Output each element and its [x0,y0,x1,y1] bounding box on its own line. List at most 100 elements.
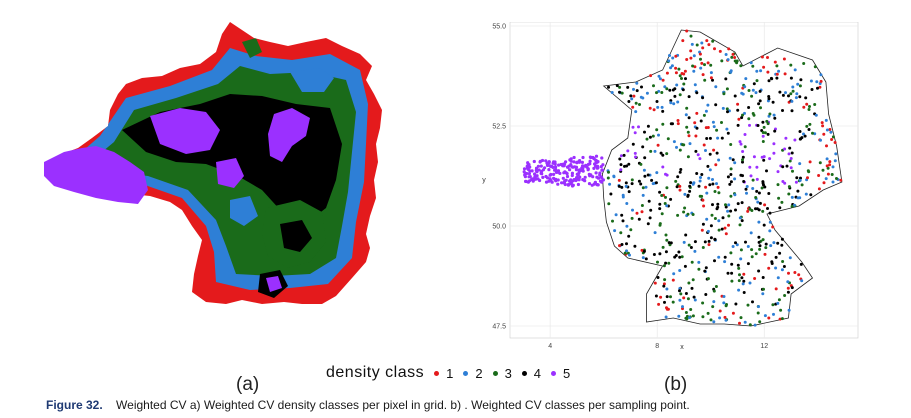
sampling-point [724,53,728,56]
sampling-point [681,88,685,92]
sampling-point [684,292,688,295]
sampling-point [787,152,791,156]
sampling-point [578,169,583,173]
sampling-point [764,246,768,250]
sampling-point [780,268,784,272]
sampling-point [741,282,745,286]
sampling-point [702,113,706,117]
sampling-point [796,196,800,200]
sampling-point [679,168,683,171]
sampling-point [725,87,729,91]
sampling-point [826,172,830,176]
sampling-point [679,292,683,296]
sampling-point [607,170,610,174]
sampling-point [802,62,806,65]
sampling-point [819,138,822,142]
sampling-point [648,106,652,110]
sampling-point [772,151,776,155]
sampling-point [564,160,568,164]
sampling-point [707,239,711,243]
sampling-point [731,311,735,315]
sampling-point [744,240,747,244]
sampling-point [705,39,709,43]
sampling-point [755,69,759,73]
sampling-point [672,102,676,106]
sampling-point [640,210,644,214]
sampling-point [676,119,680,122]
sampling-point [713,238,717,241]
sampling-point [663,202,667,205]
sampling-point [734,302,738,306]
sampling-point [714,163,718,167]
sampling-point [751,178,755,182]
sampling-point [698,194,702,198]
sampling-point [658,252,662,256]
sampling-point [765,169,768,173]
sampling-point [788,159,792,163]
sampling-point [658,190,662,194]
sampling-point [791,89,795,93]
sampling-point [825,144,828,148]
sampling-point [641,186,645,190]
sampling-point [824,118,828,122]
sampling-point [669,66,673,70]
sampling-point [762,287,765,291]
sampling-point [744,187,748,191]
sampling-point [621,195,625,199]
sampling-point [699,66,703,70]
sampling-point [711,120,715,124]
sampling-point [746,303,750,307]
sampling-point [781,165,785,169]
sampling-point [557,163,561,167]
sampling-point [590,183,594,187]
sampling-point [762,65,766,69]
sampling-point [734,241,737,245]
sampling-point [656,276,660,279]
sampling-point [742,279,746,283]
sampling-point [703,269,707,273]
sampling-point [828,163,832,167]
sampling-point [736,263,740,267]
sampling-point [610,91,614,94]
sampling-point [583,164,587,168]
sampling-point [528,165,532,169]
sampling-point [648,216,652,220]
sampling-point [625,242,628,246]
sampling-point [656,105,660,109]
sampling-point [720,121,723,124]
sampling-point [794,96,798,100]
sampling-point [799,137,803,141]
sampling-point-plot: 47.5 50.0 52.5 55.0 4 8 12 x y [482,22,859,351]
sampling-point [788,256,792,260]
sampling-point [807,108,811,111]
sampling-point [568,168,572,172]
sampling-point [686,130,690,134]
sampling-point [824,177,828,181]
sampling-point [682,143,686,147]
sampling-point [655,171,659,175]
sampling-point [691,182,695,186]
sampling-point [727,214,731,218]
sampling-point [703,240,707,244]
sampling-point [720,59,724,63]
sampling-point [740,201,744,205]
sampling-point [750,94,754,98]
sampling-point [675,83,679,87]
sampling-point [717,219,721,223]
sampling-point [787,185,791,189]
sampling-point [635,89,639,93]
sampling-point [583,175,587,179]
sampling-point [743,111,746,115]
sampling-point [630,97,634,101]
sampling-point [581,164,585,168]
sampling-point [758,99,762,103]
sampling-point [688,142,692,146]
sampling-point [718,316,722,320]
sampling-point [687,116,691,120]
sampling-point [641,256,645,260]
sampling-point [692,295,696,299]
sampling-point [704,149,707,152]
sampling-point [657,133,660,137]
sampling-point [786,280,790,284]
sampling-point [763,131,767,135]
